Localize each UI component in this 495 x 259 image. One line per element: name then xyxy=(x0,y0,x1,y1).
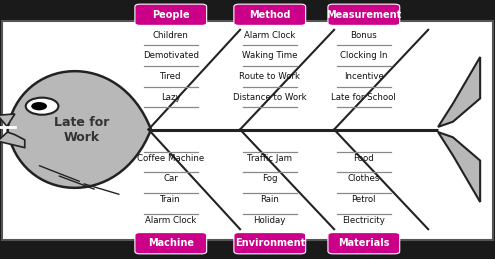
FancyBboxPatch shape xyxy=(135,233,207,254)
Text: Late for
Work: Late for Work xyxy=(54,116,109,143)
Text: Tired: Tired xyxy=(160,72,182,81)
FancyBboxPatch shape xyxy=(328,233,400,254)
Text: Traffic Jam: Traffic Jam xyxy=(248,154,292,163)
Text: Machine: Machine xyxy=(148,238,194,248)
Text: Environment: Environment xyxy=(235,238,305,248)
Polygon shape xyxy=(438,132,480,202)
FancyBboxPatch shape xyxy=(135,4,207,25)
Text: Train: Train xyxy=(160,195,181,204)
Text: Late for School: Late for School xyxy=(332,93,396,102)
PathPatch shape xyxy=(7,71,151,188)
Polygon shape xyxy=(0,132,25,148)
Text: Incentive: Incentive xyxy=(344,72,384,81)
Text: Car: Car xyxy=(163,174,178,183)
FancyBboxPatch shape xyxy=(234,4,306,25)
Text: Clocking In: Clocking In xyxy=(340,51,388,60)
Text: Demotivated: Demotivated xyxy=(143,51,199,60)
Text: Materials: Materials xyxy=(338,238,390,248)
Text: Method: Method xyxy=(249,10,291,20)
Text: Coffee Machine: Coffee Machine xyxy=(137,154,204,163)
Text: Holiday: Holiday xyxy=(253,216,286,225)
Circle shape xyxy=(31,102,47,110)
Text: Measurement: Measurement xyxy=(326,10,401,20)
Text: Alarm Clock: Alarm Clock xyxy=(244,31,296,40)
Circle shape xyxy=(26,98,58,115)
Text: Children: Children xyxy=(153,31,189,40)
Text: People: People xyxy=(152,10,190,20)
Text: Fog: Fog xyxy=(262,174,278,183)
Text: Petrol: Petrol xyxy=(351,195,376,204)
Text: Clothes: Clothes xyxy=(347,174,380,183)
Text: Bonus: Bonus xyxy=(350,31,377,40)
Text: Distance to Work: Distance to Work xyxy=(233,93,306,102)
Text: Route to Work: Route to Work xyxy=(239,72,300,81)
Text: Alarm Clock: Alarm Clock xyxy=(145,216,197,225)
Polygon shape xyxy=(0,114,15,127)
FancyBboxPatch shape xyxy=(2,21,493,240)
Text: Rain: Rain xyxy=(260,195,279,204)
Text: Waking Time: Waking Time xyxy=(242,51,297,60)
Polygon shape xyxy=(438,57,480,127)
Text: Lazy: Lazy xyxy=(161,93,181,102)
FancyBboxPatch shape xyxy=(234,233,306,254)
FancyBboxPatch shape xyxy=(328,4,400,25)
Text: Food: Food xyxy=(353,154,374,163)
Text: Electricity: Electricity xyxy=(343,216,385,225)
